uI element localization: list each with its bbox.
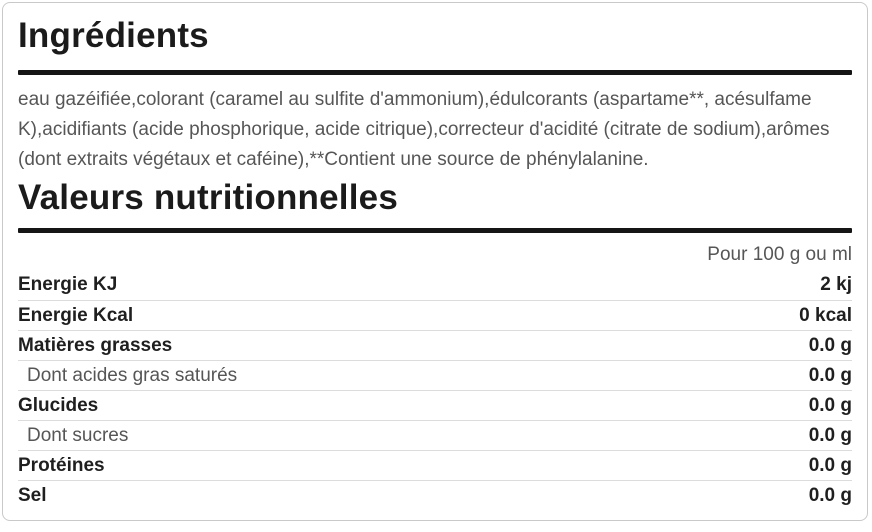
row-label: Matières grasses bbox=[18, 334, 173, 356]
row-value: 0 kcal bbox=[799, 304, 852, 326]
table-row: Protéines 0.0 g bbox=[18, 450, 852, 480]
column-header-per-100g: Pour 100 g ou ml bbox=[707, 244, 852, 265]
row-value: 0.0 g bbox=[808, 364, 852, 386]
row-label: Dont sucres bbox=[27, 424, 129, 446]
row-value: 0.0 g bbox=[808, 424, 852, 446]
row-label: Energie KJ bbox=[18, 274, 118, 295]
row-label: Glucides bbox=[18, 394, 99, 416]
row-label: Energie Kcal bbox=[18, 304, 134, 326]
ingredients-text: eau gazéifiée,colorant (caramel au sulfi… bbox=[18, 89, 830, 170]
nutrition-divider bbox=[18, 228, 852, 233]
row-value: 0.0 g bbox=[808, 394, 852, 416]
row-value: 0.0 g bbox=[808, 484, 852, 506]
row-value: 2 kj bbox=[820, 274, 852, 295]
table-row: Energie Kcal 0 kcal bbox=[18, 300, 852, 330]
table-row: Energie KJ 2 kj bbox=[18, 270, 852, 300]
ingredients-divider bbox=[18, 70, 852, 75]
table-row: Dont acides gras saturés 0.0 g bbox=[18, 360, 852, 390]
row-label: Protéines bbox=[18, 454, 105, 476]
nutrition-table: Pour 100 g ou ml Energie KJ 2 kj Energie… bbox=[18, 240, 852, 510]
row-value: 0.0 g bbox=[808, 454, 852, 476]
product-info-card: Ingrédients eau gazéifiée,colorant (cara… bbox=[2, 2, 868, 521]
table-row: Sel 0.0 g bbox=[18, 480, 852, 510]
nutrition-title: Valeurs nutritionnelles bbox=[18, 178, 398, 217]
row-label: Sel bbox=[18, 484, 47, 506]
table-row: Matières grasses 0.0 g bbox=[18, 330, 852, 360]
ingredients-title: Ingrédients bbox=[18, 16, 209, 55]
table-row: Dont sucres 0.0 g bbox=[18, 420, 852, 450]
nutrition-rows: Energie KJ 2 kj Energie Kcal 0 kcal Mati… bbox=[18, 270, 852, 510]
table-row: Glucides 0.0 g bbox=[18, 390, 852, 420]
row-value: 0.0 g bbox=[808, 334, 852, 356]
row-label: Dont acides gras saturés bbox=[27, 364, 238, 386]
table-header-row: Pour 100 g ou ml bbox=[18, 240, 852, 270]
